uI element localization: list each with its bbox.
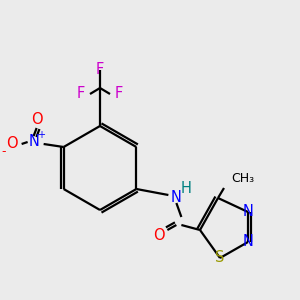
Text: S: S <box>215 250 225 266</box>
Text: CH₃: CH₃ <box>231 172 254 184</box>
Text: N: N <box>28 134 39 149</box>
Text: +: + <box>37 130 45 140</box>
Text: O: O <box>6 136 17 152</box>
Text: H: H <box>181 181 192 196</box>
Text: F: F <box>77 86 85 101</box>
Text: N: N <box>171 190 182 205</box>
Text: F: F <box>115 86 123 101</box>
Text: O: O <box>31 112 42 128</box>
Text: F: F <box>96 61 104 76</box>
Text: N: N <box>243 205 254 220</box>
Text: O: O <box>154 227 165 242</box>
Text: N: N <box>243 235 254 250</box>
Text: -: - <box>2 146 6 158</box>
